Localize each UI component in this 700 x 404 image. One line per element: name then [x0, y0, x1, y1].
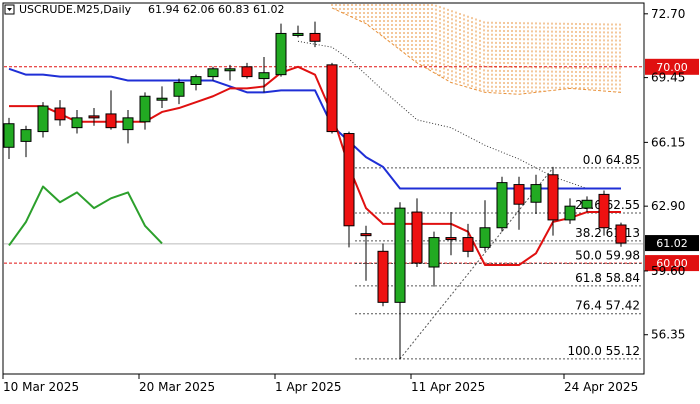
candle-body: [224, 68, 236, 72]
candle-body: [377, 250, 389, 303]
candle-body: [411, 211, 423, 264]
x-tick-label: 20 Mar 2025: [139, 380, 215, 394]
ohlc-readout: 61.94 62.06 60.83 61.02: [148, 3, 284, 16]
cloud-group: [297, 4, 622, 189]
candle-body: [88, 115, 100, 119]
candle-body: [513, 184, 525, 205]
candle-body: [309, 32, 321, 42]
fib-level-label: 50.0 59.98: [575, 248, 640, 262]
candle-body: [598, 193, 610, 229]
candle-body: [292, 32, 304, 36]
candle-body: [394, 207, 406, 303]
candle-body: [241, 66, 253, 78]
level-badge-label: 70.00: [656, 61, 688, 74]
candle-body: [3, 123, 15, 148]
current-price-label: 61.02: [656, 237, 688, 250]
candle-body: [479, 227, 491, 248]
candle-body: [139, 95, 151, 123]
candle-body: [445, 237, 457, 241]
y-tick-label: 66.15: [651, 135, 685, 149]
x-tick-label: 24 Apr 2025: [564, 380, 638, 394]
y-tick-label: 62.90: [651, 199, 685, 213]
candle-body: [20, 129, 32, 142]
candle-body: [71, 117, 83, 129]
indicator-line: [8, 185, 163, 247]
y-tick-label: 59.60: [651, 264, 685, 278]
candle-body: [37, 105, 49, 133]
candle-body: [530, 184, 542, 203]
fib-level-label: 100.0 55.12: [567, 344, 640, 358]
candle-body: [173, 82, 185, 97]
symbol-label: USCRUDE.M25,Daily: [19, 3, 132, 16]
candle-body: [156, 97, 168, 101]
candle-body: [564, 205, 576, 221]
x-tick-label: 1 Apr 2025: [275, 380, 342, 394]
y-tick-label: 72.70: [651, 7, 685, 21]
candle-body: [428, 237, 440, 268]
chevron-down-icon: [7, 8, 12, 11]
candle-body: [462, 237, 474, 252]
candle-body: [547, 174, 559, 221]
y-tick-label: 56.35: [651, 328, 685, 342]
level-badge: [645, 255, 699, 272]
candle-body: [360, 233, 372, 237]
fib-level-label: 76.4 57.42: [575, 299, 640, 313]
fib-level-label: 0.0 64.85: [583, 153, 640, 167]
candle-body: [343, 133, 355, 227]
candle-body: [275, 32, 287, 76]
candle-body: [207, 68, 219, 78]
header-group: USCRUDE.M25,Daily 61.94 62.06 60.83 61.0…: [4, 3, 284, 16]
x-tick-label: 11 Apr 2025: [411, 380, 485, 394]
candle-body: [326, 64, 338, 133]
candle-body: [615, 224, 627, 244]
axis-group: 70.00 60.00 72.70 69.45 66.15 62.90 59.60 56.35…: [2, 7, 699, 394]
current-price-badge: [645, 235, 699, 252]
candle-body: [105, 113, 117, 129]
candle-body: [122, 117, 134, 131]
candle-body: [496, 182, 508, 229]
candle-body: [258, 72, 270, 80]
level-badge-label: 60.00: [656, 257, 688, 270]
y-tick-label: 69.45: [651, 71, 685, 85]
level-badge: [645, 58, 699, 75]
candle-body: [581, 199, 593, 209]
x-tick-label: 10 Mar 2025: [3, 380, 79, 394]
fib-trend-line: [399, 167, 554, 360]
candles-group: [3, 21, 627, 360]
fib-level-label: 61.8 58.84: [575, 271, 640, 285]
candle-body: [54, 107, 66, 121]
candle-body: [190, 76, 202, 85]
